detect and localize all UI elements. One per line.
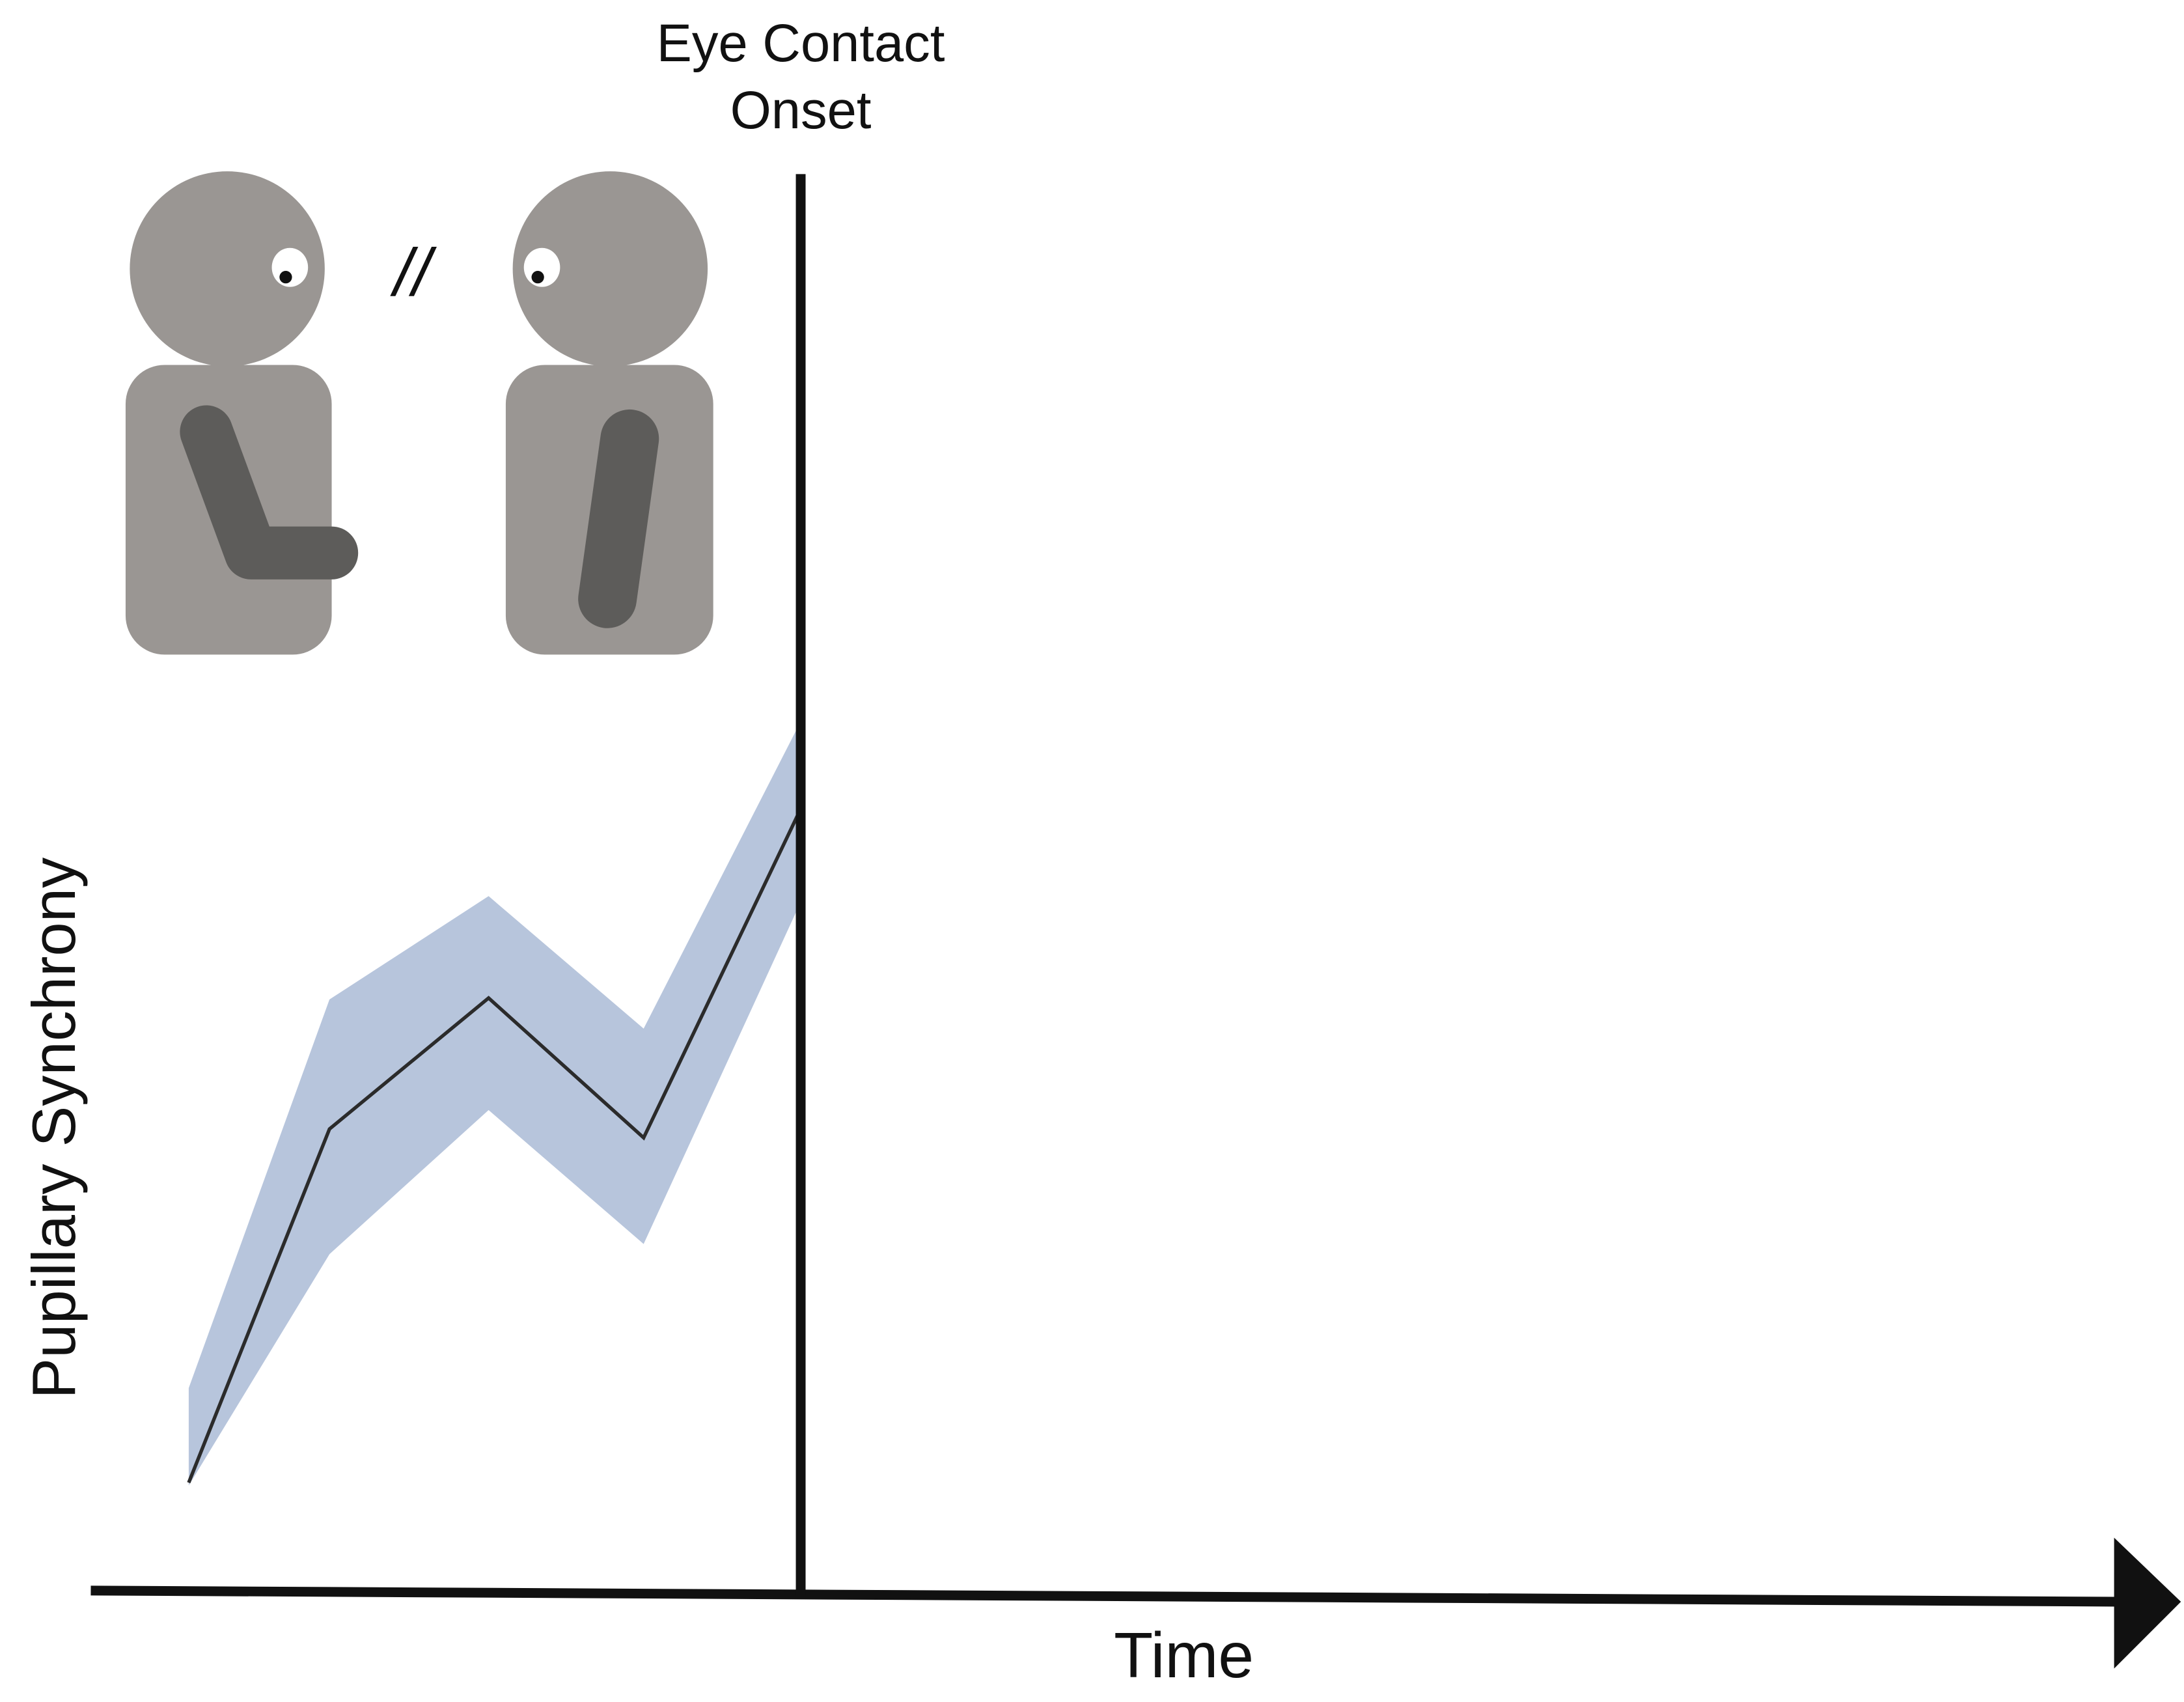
- annotation-box: Eye Contact Onset: [656, 15, 945, 141]
- x-axis-label: Time: [1114, 1619, 1254, 1691]
- confidence-band: [188, 721, 801, 1486]
- y-axis-label: Pupillary Synchrony: [20, 858, 88, 1399]
- x-axis-arrow: [2114, 1537, 2181, 1669]
- x-axis: [90, 1585, 2117, 1607]
- annotation-text: Eye Contact Onset: [656, 15, 945, 141]
- figure-right: [505, 171, 713, 655]
- separator-text: //: [390, 234, 437, 309]
- line: [187, 808, 803, 1484]
- figure-left: [125, 171, 359, 655]
